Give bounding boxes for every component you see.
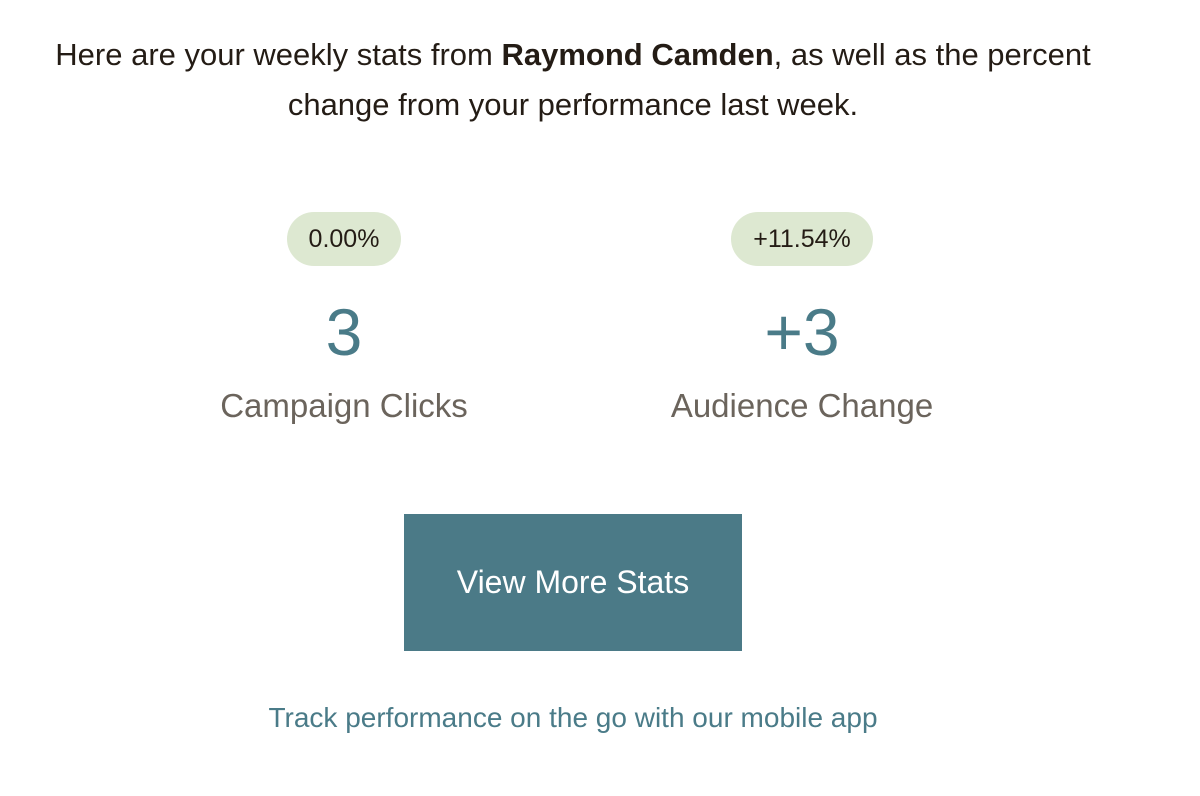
- stat-audience-change: +11.54% +3 Audience Change: [602, 212, 1002, 426]
- intro-line2: change from your performance last week.: [287, 87, 859, 122]
- stat-label: Campaign Clicks: [220, 387, 468, 424]
- percent-change-badge: +11.54%: [731, 212, 873, 266]
- stat-value: +3: [764, 295, 840, 369]
- intro-suffix: , as well as the percent: [773, 37, 1091, 72]
- stat-value: 3: [325, 295, 363, 369]
- intro-prefix: Here are your weekly stats from: [55, 37, 502, 72]
- stat-campaign-clicks: 0.00% 3 Campaign Clicks: [144, 212, 544, 426]
- account-name: Raymond Camden: [501, 37, 774, 72]
- view-more-stats-button[interactable]: View More Stats: [404, 514, 742, 651]
- stat-label: Audience Change: [670, 387, 934, 424]
- mobile-app-link[interactable]: Track performance on the go with our mob…: [268, 702, 878, 733]
- percent-change-badge: 0.00%: [286, 212, 402, 266]
- intro-text: Here are your weekly stats from Raymond …: [0, 30, 1146, 130]
